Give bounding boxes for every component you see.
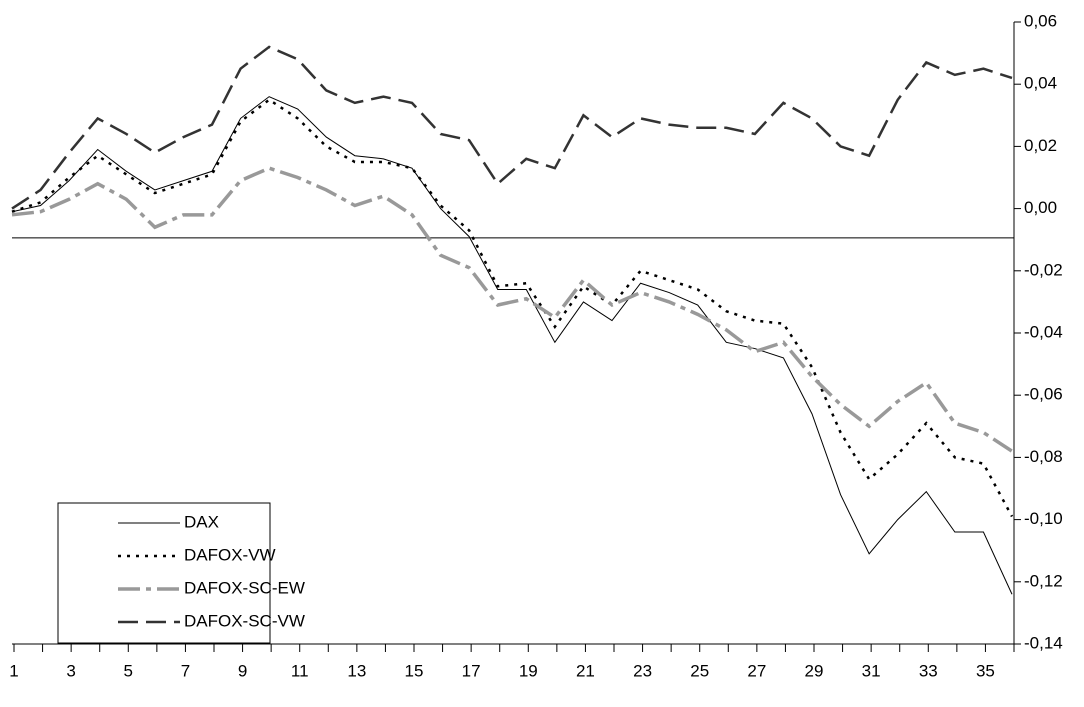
- x-tick-label: 27: [747, 661, 766, 680]
- y-tick-label: 0,04: [1024, 74, 1057, 93]
- y-tick-label: -0,06: [1024, 385, 1063, 404]
- series-line: [11, 96, 1013, 595]
- x-tick-label: 17: [462, 661, 481, 680]
- x-tick-label: 33: [919, 661, 938, 680]
- y-tick-label: -0,02: [1024, 260, 1063, 279]
- x-tick-label: 29: [805, 661, 824, 680]
- y-tick-label: 0,06: [1024, 11, 1057, 30]
- y-tick-label: -0,14: [1024, 633, 1063, 652]
- x-tick-label: 31: [862, 661, 881, 680]
- legend-label: DAFOX-SC-VW: [184, 611, 305, 630]
- y-tick-label: -0,04: [1024, 322, 1063, 341]
- x-tick-label: 25: [690, 661, 709, 680]
- y-tick-label: 0,00: [1024, 198, 1057, 217]
- x-tick-label: 23: [633, 661, 652, 680]
- series-line: [11, 98, 1014, 518]
- x-tick-label: 7: [181, 661, 190, 680]
- legend-label: DAFOX-VW: [184, 545, 276, 564]
- series-line: [11, 166, 1013, 453]
- legend-label: DAFOX-SC-EW: [184, 578, 305, 597]
- y-tick-label: -0,08: [1024, 447, 1063, 466]
- y-tick-label: -0,12: [1024, 571, 1063, 590]
- x-tick-label: 9: [238, 661, 247, 680]
- legend-box: [57, 502, 271, 644]
- x-tick-label: 3: [66, 661, 75, 680]
- x-tick-label: 11: [291, 661, 309, 680]
- x-tick-label: 19: [519, 661, 538, 680]
- x-tick-label: 35: [976, 661, 995, 680]
- series-line: [11, 45, 1013, 210]
- x-tick-label: 5: [124, 661, 133, 680]
- x-tick-label: 21: [576, 661, 595, 680]
- y-tick-label: 0,02: [1024, 136, 1057, 155]
- x-tick-label: 15: [405, 661, 424, 680]
- x-tick-label: 1: [9, 661, 18, 680]
- x-tick-label: 13: [347, 661, 366, 680]
- legend-label: DAX: [184, 512, 219, 531]
- y-tick-label: -0,10: [1024, 509, 1063, 528]
